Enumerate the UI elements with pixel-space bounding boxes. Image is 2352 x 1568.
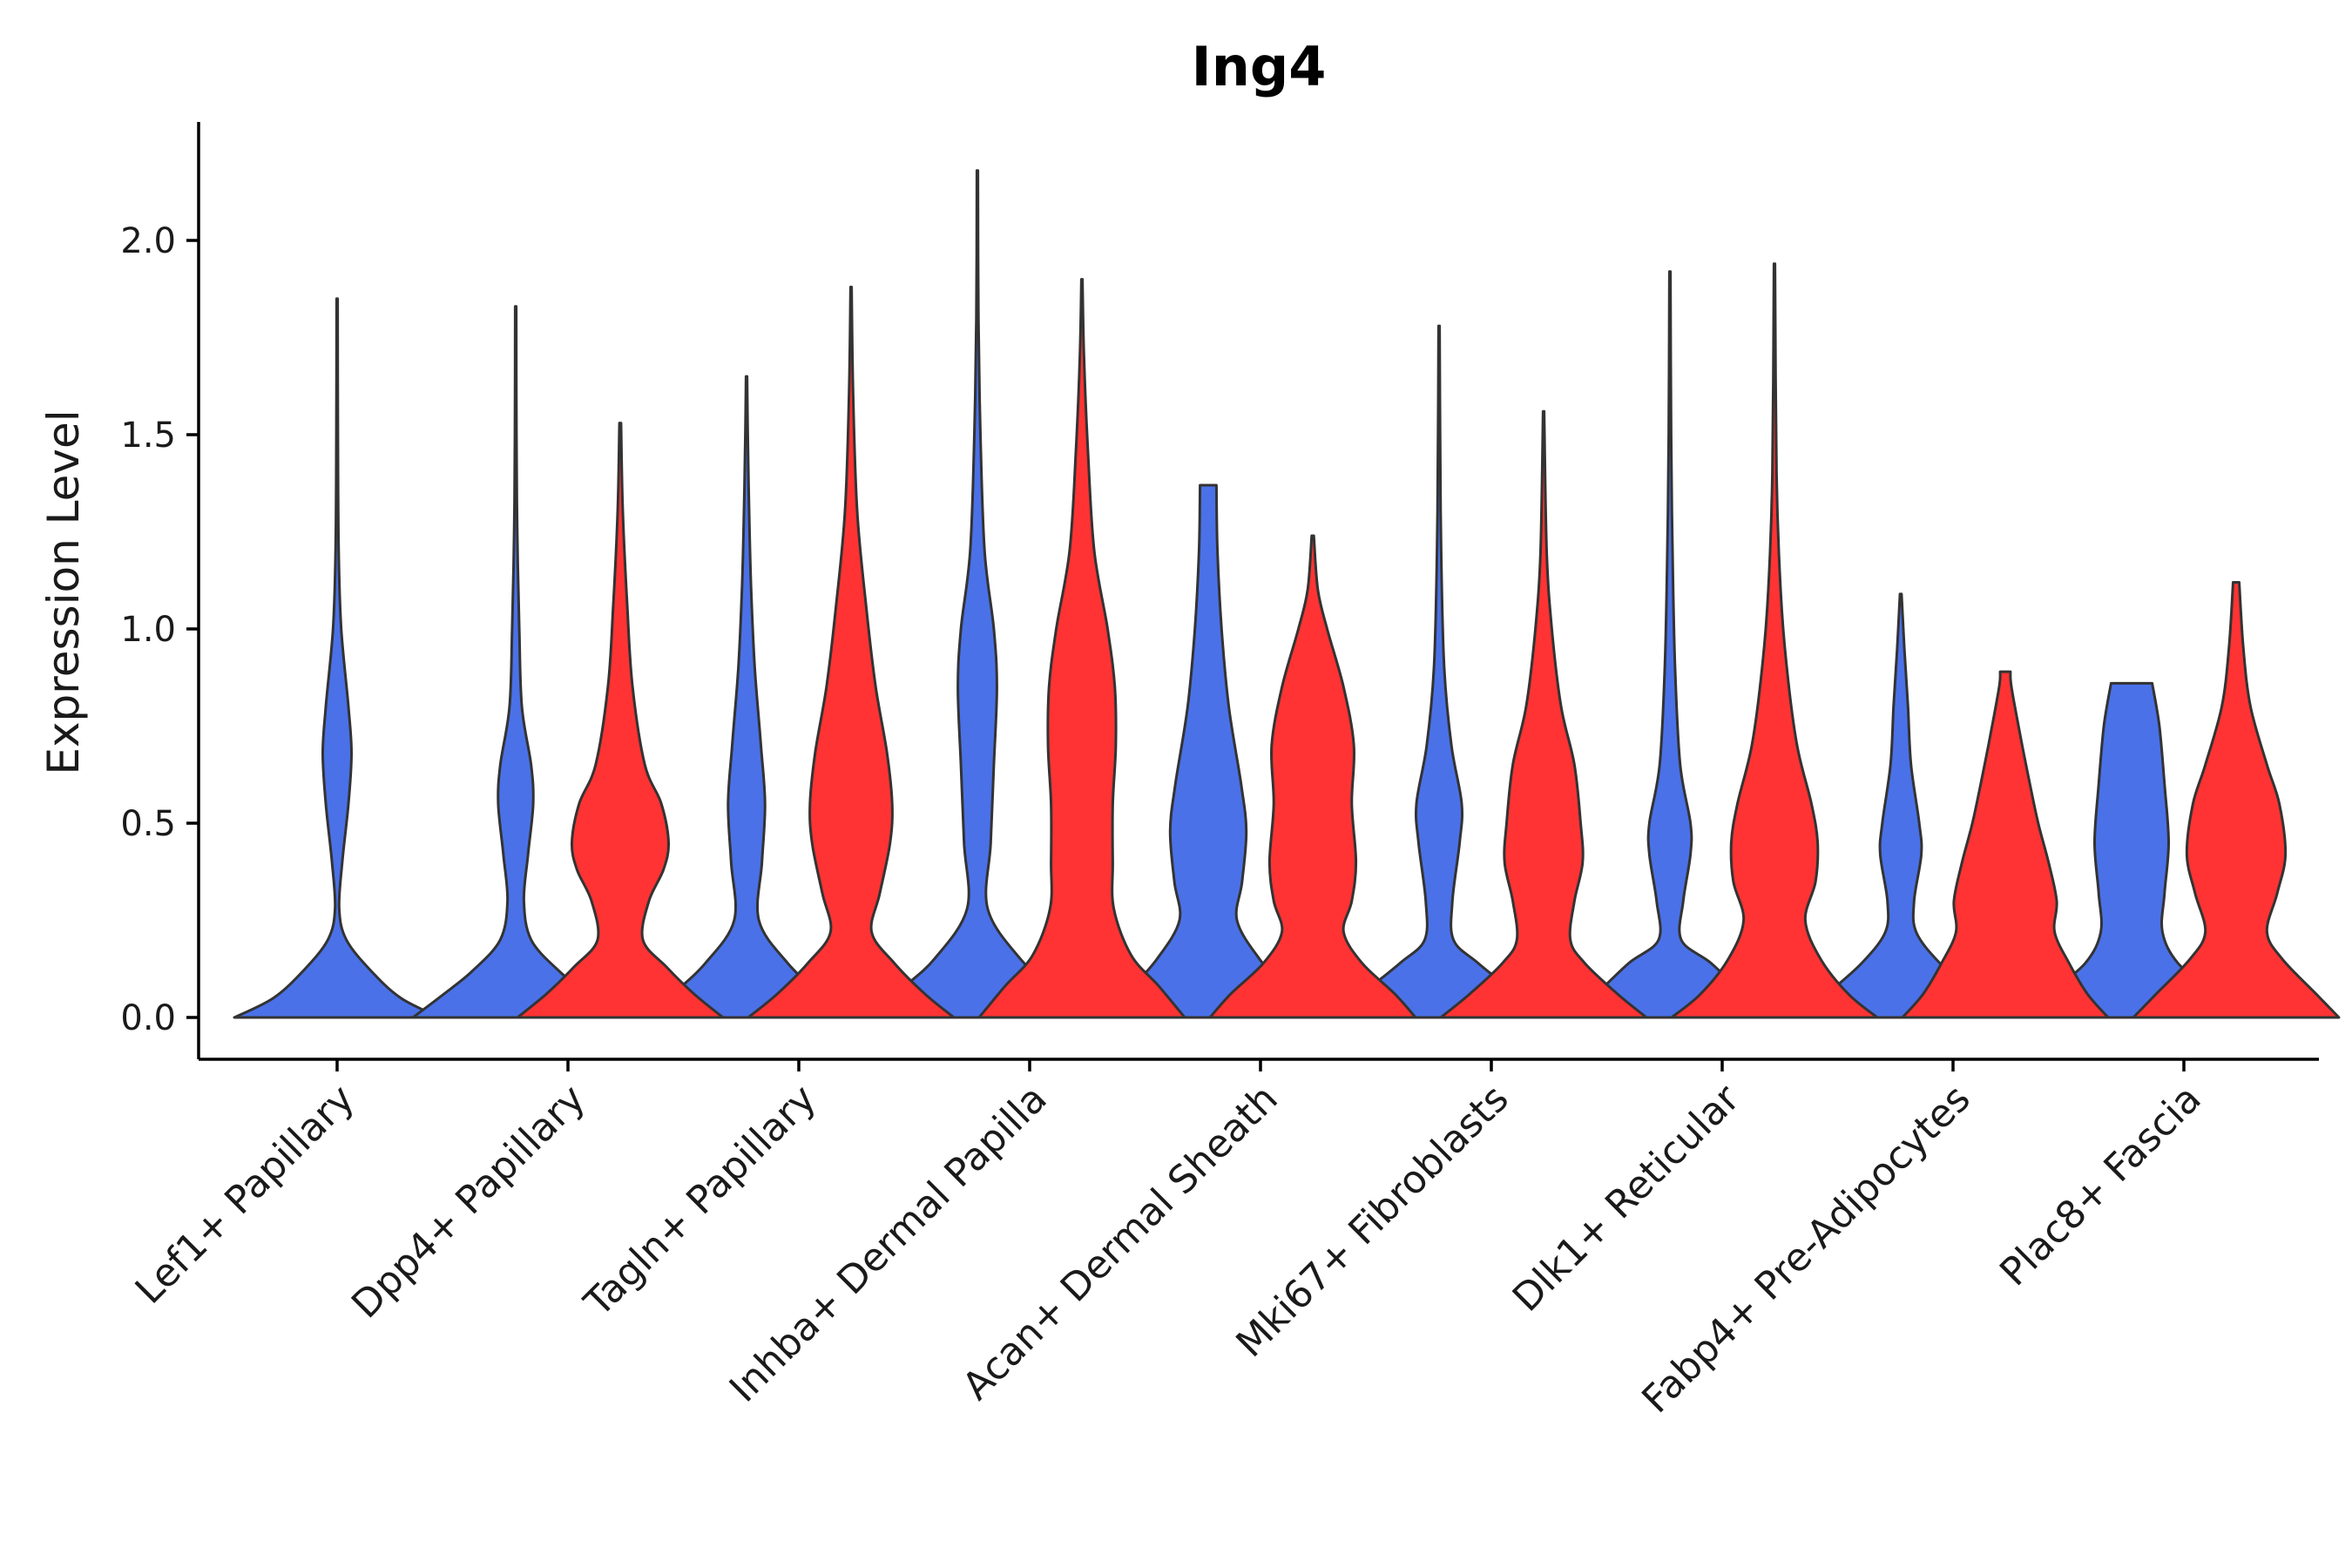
violin-group1 (1335, 324, 1544, 1019)
violin-group1 (2027, 681, 2236, 1019)
y-tick-label: 1.0 (120, 610, 176, 650)
violin-group2 (1670, 262, 1879, 1019)
x-tick-label: Dlk1+ Reticular (1504, 1076, 1749, 1321)
x-tick-label: Plac8+ Fascia (1991, 1077, 2210, 1295)
violin-group1 (1796, 592, 2005, 1019)
x-tick-label: Tagln+ Papillary (576, 1077, 825, 1326)
y-tick-label: 2.0 (120, 221, 176, 261)
violin-group2 (977, 278, 1186, 1019)
x-tick-label: Lef1+ Papillary (127, 1077, 363, 1313)
violin-group1 (642, 375, 851, 1019)
violin-group2 (1901, 670, 2110, 1019)
violin-group2 (747, 286, 956, 1019)
violin-group1 (233, 297, 442, 1019)
x-tick-label: Dpp4+ Papillary (343, 1077, 594, 1328)
violin-group2 (1208, 534, 1417, 1019)
y-tick-label: 1.5 (120, 416, 176, 456)
y-tick-label: 0.5 (120, 804, 176, 844)
violin-group1 (1565, 270, 1774, 1019)
chart-title: Ing4 (1192, 35, 1327, 98)
violin-group1 (411, 305, 620, 1019)
violin-group2 (2132, 581, 2341, 1019)
violin-group1 (1104, 483, 1313, 1019)
violin-group1 (873, 169, 1082, 1019)
violin-group2 (516, 422, 725, 1019)
violins-layer (233, 169, 2341, 1019)
y-axis-label: Expression Level (38, 409, 89, 774)
y-tick-label: 0.0 (120, 998, 176, 1038)
y-axis: 0.0 0.5 1.0 1.5 2.0 (120, 122, 200, 1059)
violin-group2 (1439, 409, 1648, 1019)
